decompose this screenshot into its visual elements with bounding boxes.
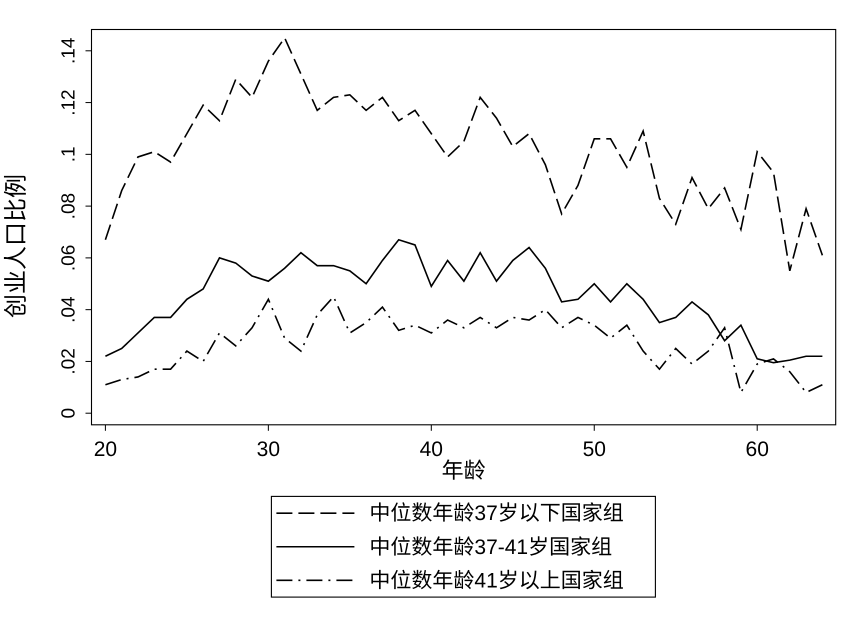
svg-text:.04: .04 <box>59 296 80 323</box>
svg-text:.1: .1 <box>59 146 80 162</box>
svg-text:年龄: 年龄 <box>442 458 486 483</box>
svg-text:30: 30 <box>257 438 280 461</box>
svg-text:0: 0 <box>59 408 80 419</box>
svg-text:创业人口比例: 创业人口比例 <box>3 174 30 318</box>
svg-text:.02: .02 <box>59 348 80 374</box>
svg-text:中位数年龄37岁以下国家组: 中位数年龄37岁以下国家组 <box>369 502 623 525</box>
svg-text:.06: .06 <box>59 245 80 271</box>
svg-text:20: 20 <box>94 438 117 461</box>
svg-text:中位数年龄41岁以上国家组: 中位数年龄41岁以上国家组 <box>369 569 623 592</box>
svg-text:.08: .08 <box>59 193 80 219</box>
svg-text:50: 50 <box>583 438 606 461</box>
svg-text:60: 60 <box>746 438 769 461</box>
svg-text:.14: .14 <box>59 37 80 64</box>
svg-text:40: 40 <box>420 438 443 461</box>
svg-text:.12: .12 <box>59 89 80 115</box>
svg-text:中位数年龄37-41岁国家组: 中位数年龄37-41岁国家组 <box>369 536 612 559</box>
